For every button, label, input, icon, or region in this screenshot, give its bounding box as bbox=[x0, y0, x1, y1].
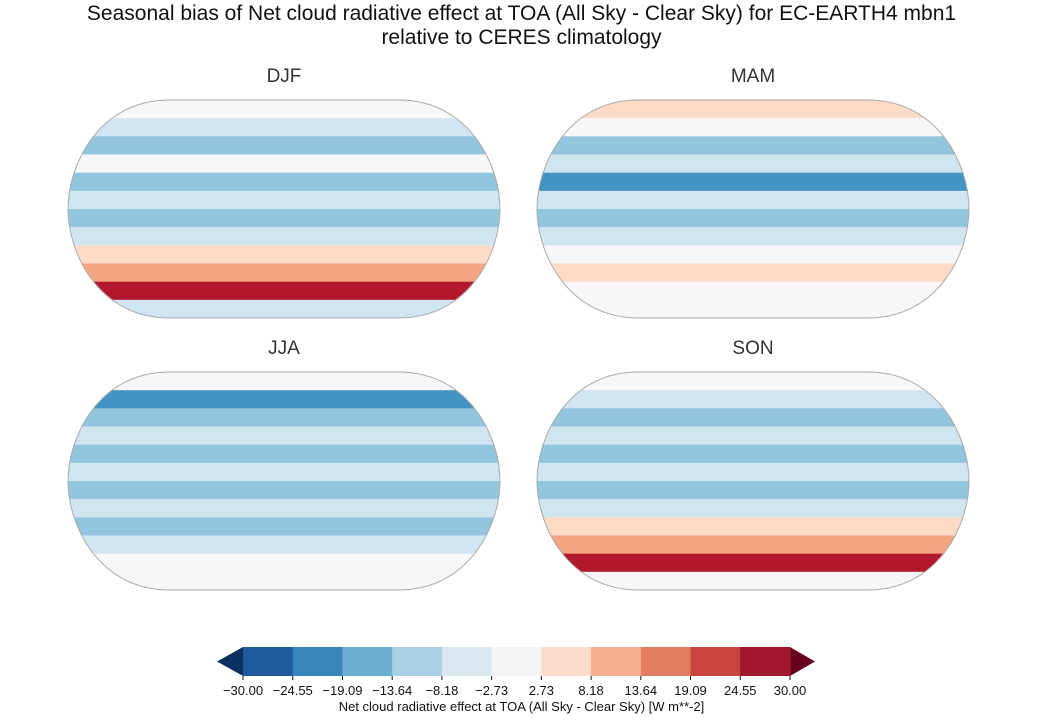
zonal-band bbox=[68, 154, 500, 174]
colorbar-tick-label: 13.64 bbox=[624, 683, 658, 698]
zonal-band bbox=[537, 571, 969, 590]
colorbar-tick-label: −30.00 bbox=[222, 683, 264, 698]
zonal-band bbox=[537, 299, 969, 318]
colorbar-tick-label: 2.73 bbox=[528, 683, 555, 698]
zonal-band bbox=[68, 517, 500, 537]
map-border bbox=[67, 371, 501, 591]
zonal-band bbox=[537, 263, 969, 283]
zonal-band bbox=[537, 535, 969, 555]
zonal-band bbox=[537, 172, 969, 192]
zonal-band bbox=[537, 281, 969, 301]
zonal-band bbox=[68, 190, 500, 210]
zonal-band bbox=[537, 190, 969, 210]
zonal-band bbox=[537, 136, 969, 156]
zonal-band bbox=[68, 462, 500, 482]
colorbar-segment bbox=[591, 647, 642, 676]
zonal-band bbox=[537, 100, 969, 120]
map-mam bbox=[537, 100, 969, 318]
map-border bbox=[67, 99, 501, 319]
zonal-band bbox=[68, 136, 500, 156]
colorbar-segment bbox=[342, 647, 393, 676]
colorbar-segment bbox=[243, 647, 294, 676]
zonal-band bbox=[537, 499, 969, 519]
map-border bbox=[536, 99, 970, 319]
panel-title-djf: DJF bbox=[266, 66, 302, 87]
map-jja bbox=[68, 372, 500, 590]
colorbar-tick-label: 24.55 bbox=[723, 683, 757, 698]
zonal-band bbox=[68, 499, 500, 519]
colorbar-tick-label: −2.73 bbox=[475, 683, 509, 698]
colorbar-tick-label: 30.00 bbox=[773, 683, 807, 698]
zonal-band bbox=[537, 517, 969, 537]
zonal-band bbox=[68, 209, 500, 229]
zonal-band bbox=[537, 154, 969, 174]
zonal-band bbox=[537, 444, 969, 464]
colorbar-segment bbox=[441, 647, 493, 676]
panel-title-son: SON bbox=[732, 338, 774, 359]
zonal-band bbox=[537, 372, 969, 392]
colorbar-segment bbox=[690, 647, 741, 676]
zonal-band bbox=[68, 299, 500, 318]
zonal-band bbox=[68, 245, 500, 265]
colorbar-extend-high bbox=[790, 647, 815, 676]
colorbar-tick-label: −13.64 bbox=[372, 683, 413, 698]
zonal-band bbox=[537, 481, 969, 501]
colorbar-segment bbox=[740, 647, 791, 676]
map-son bbox=[537, 372, 969, 590]
panel-title-jja: JJA bbox=[268, 338, 300, 359]
colorbar-extend-low bbox=[217, 647, 243, 676]
panel-title-mam: MAM bbox=[730, 66, 776, 87]
zonal-band bbox=[68, 227, 500, 247]
zonal-band bbox=[68, 372, 500, 392]
colorbar-segment bbox=[392, 647, 443, 676]
zonal-band bbox=[537, 553, 969, 573]
zonal-band bbox=[68, 118, 500, 138]
zonal-band bbox=[537, 209, 969, 229]
zonal-band bbox=[537, 227, 969, 247]
zonal-band bbox=[68, 390, 500, 410]
zonal-band bbox=[68, 408, 500, 428]
zonal-band bbox=[68, 553, 500, 573]
zonal-band bbox=[68, 481, 500, 501]
colorbar-segment bbox=[491, 647, 542, 676]
zonal-band bbox=[537, 390, 969, 410]
colorbar-tick-label: −19.09 bbox=[322, 683, 363, 698]
zonal-band bbox=[68, 172, 500, 192]
zonal-band bbox=[537, 462, 969, 482]
figure-title: Seasonal bias of Net cloud radiative eff… bbox=[86, 2, 957, 49]
colorbar-label: Net cloud radiative effect at TOA (All S… bbox=[338, 699, 705, 714]
zonal-band bbox=[68, 281, 500, 301]
zonal-band bbox=[537, 245, 969, 265]
map-djf bbox=[68, 100, 500, 318]
zonal-band bbox=[68, 426, 500, 446]
colorbar-segment bbox=[292, 647, 343, 676]
map-border bbox=[536, 371, 970, 591]
colorbar-segment bbox=[640, 647, 692, 676]
zonal-band bbox=[68, 444, 500, 464]
zonal-band bbox=[537, 426, 969, 446]
zonal-band bbox=[68, 263, 500, 283]
zonal-band bbox=[68, 100, 500, 120]
colorbar-tick-label: 8.18 bbox=[578, 683, 604, 698]
colorbar-tick-label: 19.09 bbox=[674, 683, 707, 698]
colorbar-tick-label: −8.18 bbox=[425, 683, 459, 698]
colorbar-segment bbox=[541, 647, 592, 676]
zonal-band bbox=[68, 535, 500, 555]
zonal-band bbox=[68, 571, 500, 590]
zonal-band bbox=[537, 408, 969, 428]
zonal-band bbox=[537, 118, 969, 138]
colorbar-tick-label: −24.55 bbox=[272, 683, 313, 698]
